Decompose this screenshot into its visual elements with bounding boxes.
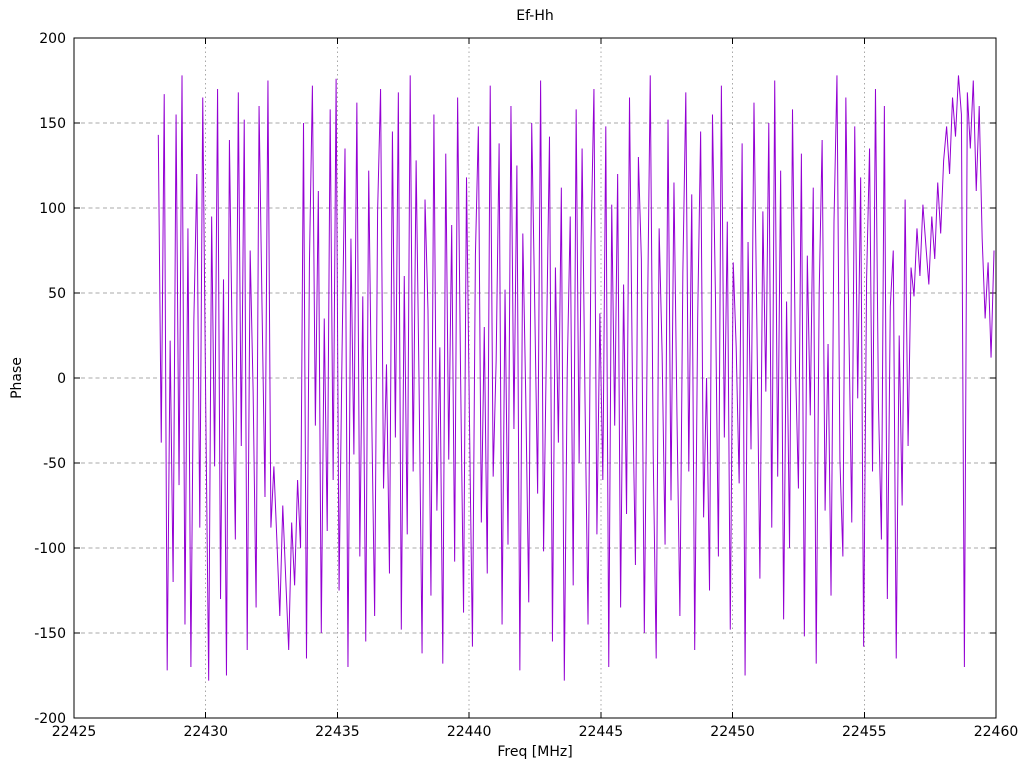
y-tick-label: -100 (34, 541, 66, 557)
chart-title: Ef-Hh (516, 8, 554, 24)
y-tick-label: 50 (48, 286, 66, 302)
x-tick-label: 22450 (710, 724, 755, 740)
y-tick-label: 150 (39, 116, 66, 132)
phase-trace (157, 75, 995, 681)
y-tick-label: -150 (34, 626, 66, 642)
x-tick-label: 22425 (52, 724, 97, 740)
x-tick-label: 22435 (315, 724, 360, 740)
y-axis-label: Phase (9, 357, 25, 399)
y-tick-label: 200 (39, 31, 66, 47)
y-tick-label: -200 (34, 711, 66, 727)
y-tick-label: 0 (57, 371, 66, 387)
x-tick-label: 22430 (183, 724, 228, 740)
x-tick-label: 22440 (447, 724, 492, 740)
x-tick-label: 22445 (579, 724, 624, 740)
x-tick-label: 22460 (974, 724, 1019, 740)
x-tick-label: 22455 (842, 724, 887, 740)
plot-border (73, 37, 997, 719)
x-axis-label: Freq [MHz] (497, 744, 573, 760)
y-tick-label: -50 (43, 456, 66, 472)
y-tick-label: 100 (39, 201, 66, 217)
